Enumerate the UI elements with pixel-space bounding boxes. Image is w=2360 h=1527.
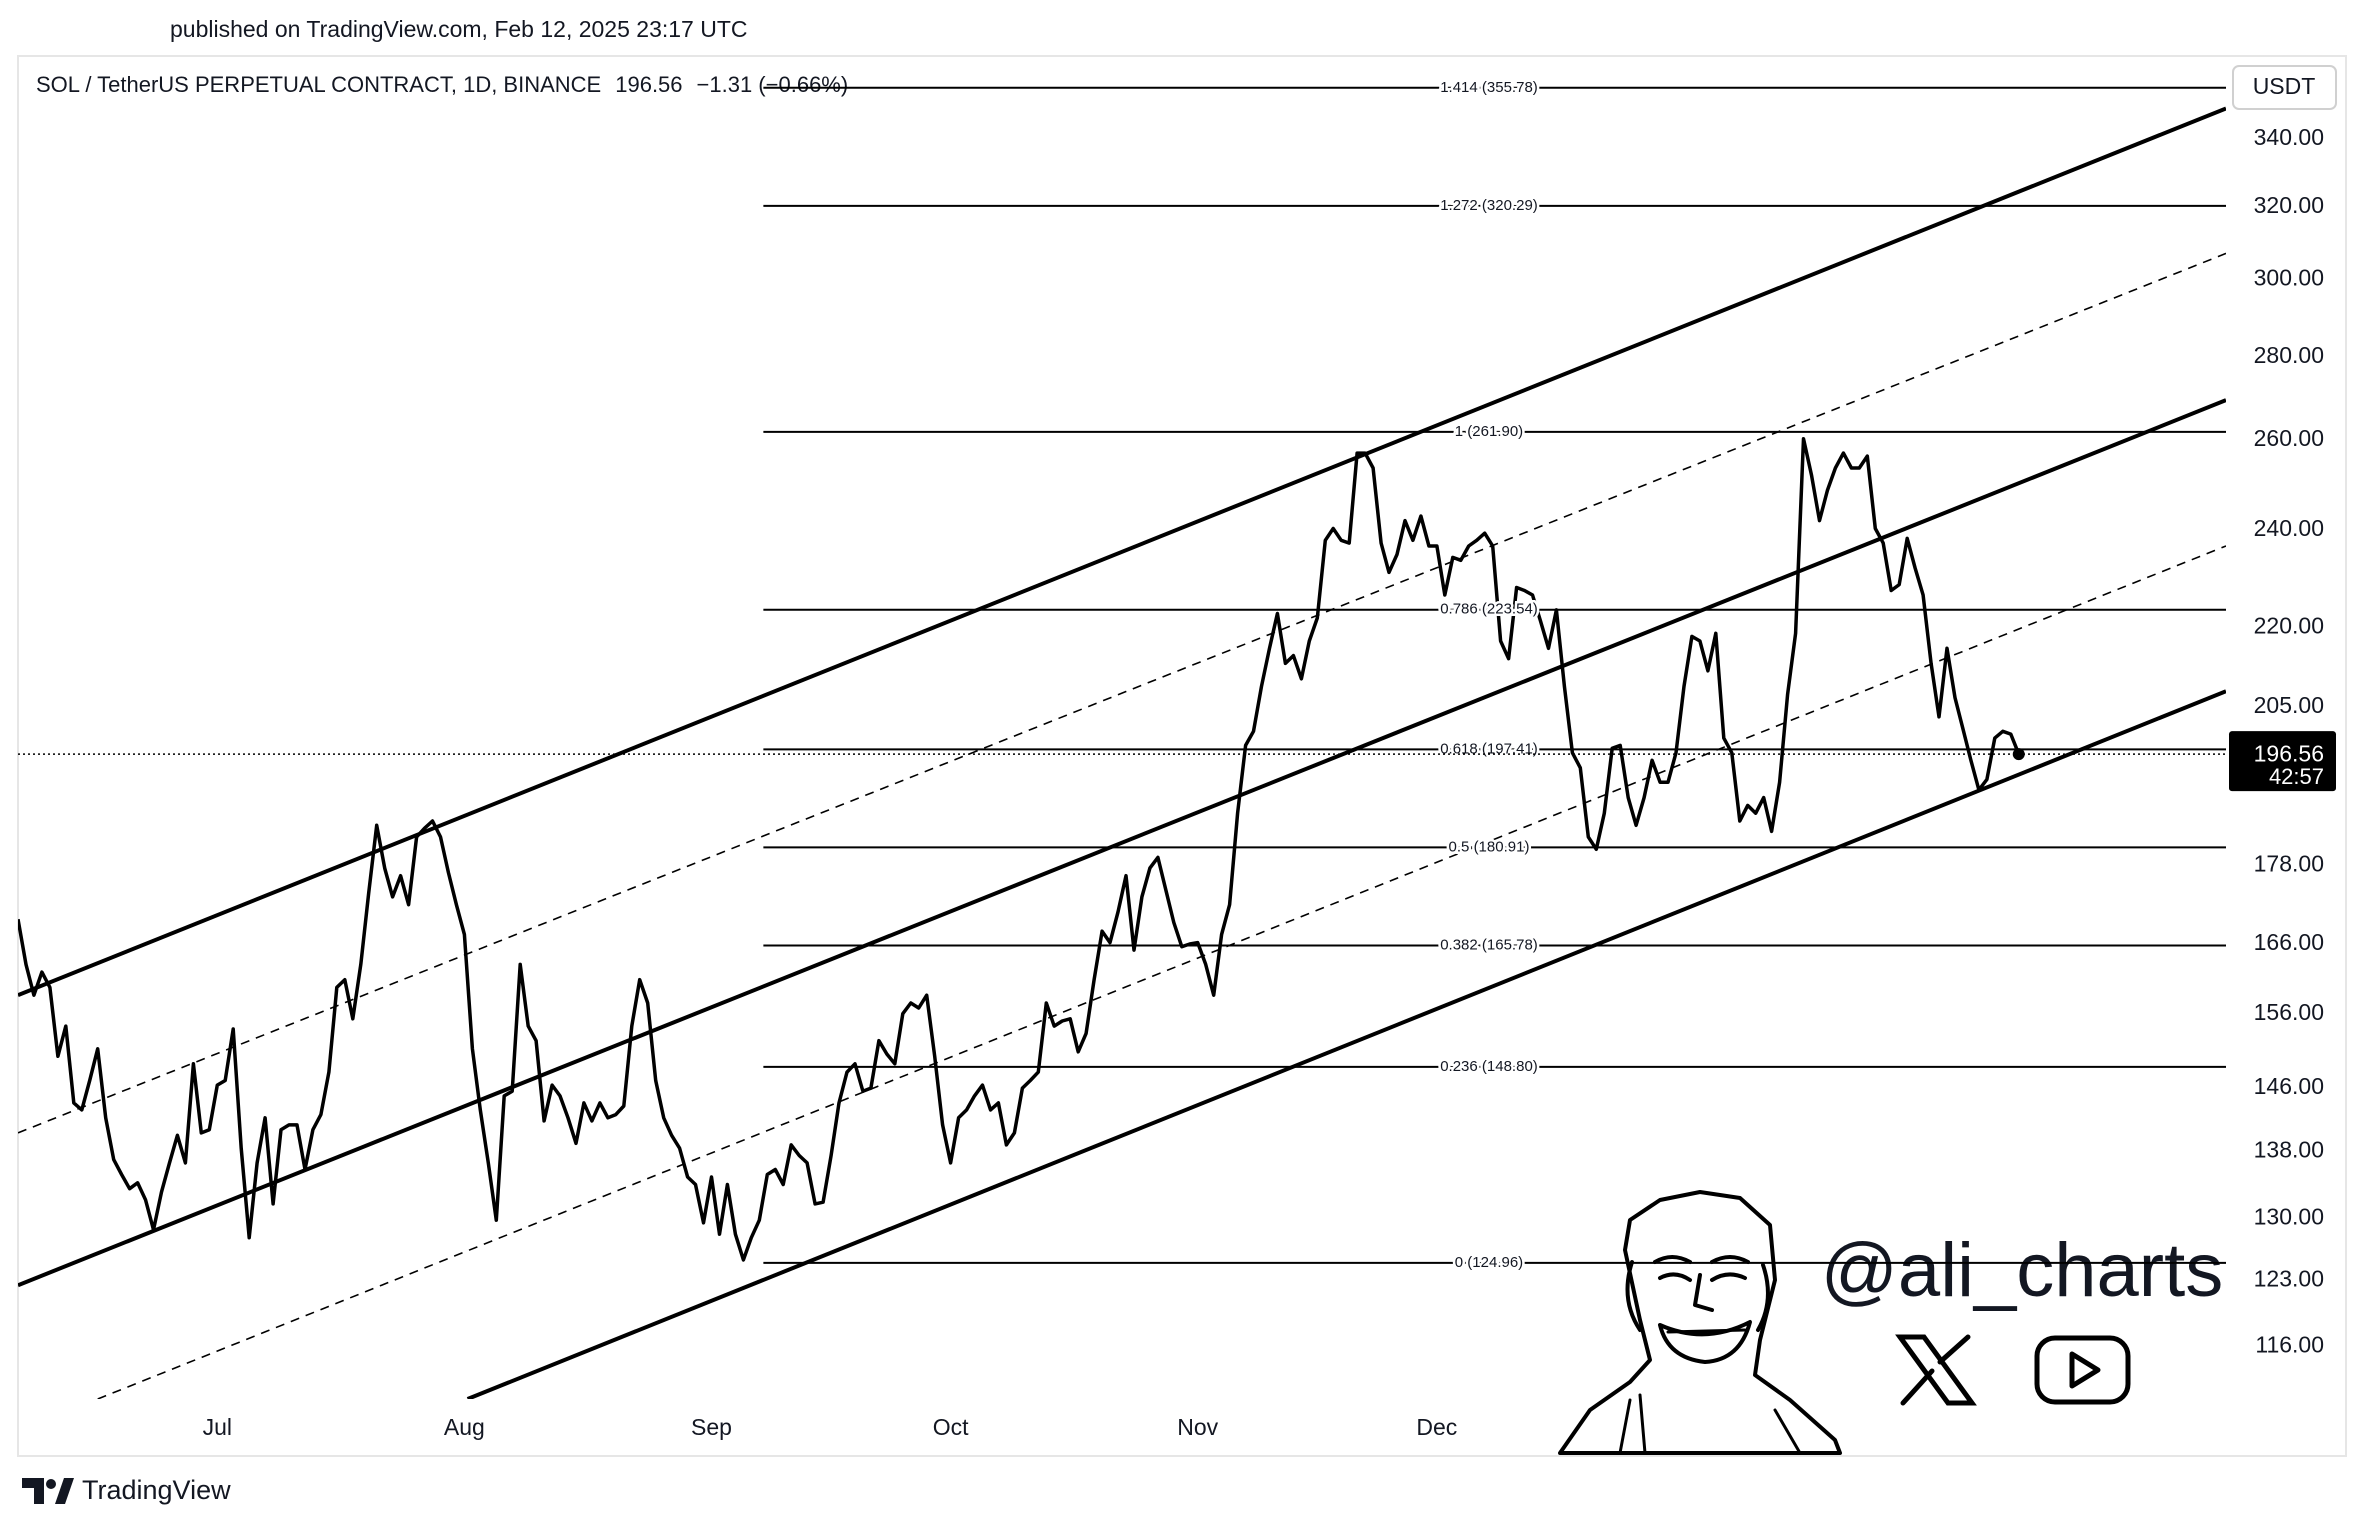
y-tick-label: 260.00 (2254, 425, 2324, 451)
published-note: published on TradingView.com, Feb 12, 20… (170, 16, 748, 42)
channel-line (18, 252, 2226, 1134)
y-tick-label: 280.00 (2254, 342, 2324, 368)
watermark-handle: @ali_charts (1821, 1228, 2223, 1313)
y-tick-label: 156.00 (2254, 999, 2324, 1025)
last-point (2012, 748, 2025, 761)
y-tick-label: 130.00 (2254, 1204, 2324, 1230)
price-box (2229, 731, 2336, 792)
youtube-logo (2034, 1335, 2131, 1405)
y-tick-label: 240.00 (2254, 515, 2324, 541)
x-tick-label: Dec (1416, 1414, 1457, 1440)
price-line (18, 436, 2021, 1262)
y-tick-label: 116.00 (2255, 1332, 2324, 1358)
y-tick-label: 138.00 (2254, 1137, 2324, 1163)
y-tick-label: 205.00 (2254, 692, 2324, 718)
fib-label: 1.272 (320.29) (1440, 197, 1538, 214)
y-tick-label: 220.00 (2254, 613, 2324, 639)
x-tick-label: Oct (933, 1414, 969, 1440)
header-price: 196.56 (615, 72, 682, 97)
x-logo (1895, 1334, 1977, 1406)
plot-area (18, 106, 2226, 1399)
x-tick-label: Sep (691, 1414, 732, 1440)
x-tick-label: Aug (444, 1414, 485, 1440)
x-tick-label: Jul (203, 1414, 232, 1440)
unit-box (2232, 65, 2337, 110)
channel-line (18, 106, 2226, 998)
fib-label: 1 (261.90) (1455, 423, 1523, 440)
fib-label: 0.382 (165.78) (1440, 936, 1538, 953)
chart-frame (17, 55, 2347, 1457)
tradingview-logo (22, 1478, 74, 1504)
fib-label: 0.786 (223.54) (1440, 601, 1538, 618)
footer-brand: TradingView (82, 1475, 231, 1505)
watermark-face (1558, 1190, 1842, 1455)
fib-label: 1.414 (355.78) (1440, 79, 1538, 96)
y-tick-label: 146.00 (2254, 1073, 2324, 1099)
fib-label: 0 (124.96) (1455, 1254, 1523, 1271)
chart-title: SOL / TetherUS PERPETUAL CONTRACT, 1D, B… (36, 72, 601, 97)
header-change: −1.31 (−0.66%) (697, 72, 849, 97)
y-tick-label: 123.00 (2254, 1266, 2324, 1292)
y-tick-label: 300.00 (2254, 264, 2324, 290)
y-tick-label: 320.00 (2254, 192, 2324, 218)
fib-label: 0.236 (148.80) (1440, 1058, 1538, 1075)
x-tick-label: Nov (1177, 1414, 1218, 1440)
y-tick-label: 340.00 (2254, 124, 2324, 150)
channel-line (18, 398, 2226, 1288)
price-box-countdown: 42:57 (2269, 764, 2324, 789)
y-unit: USDT (2253, 73, 2316, 99)
y-tick-label: 178.00 (2254, 851, 2324, 877)
price-box-value: 196.56 (2254, 740, 2324, 766)
fib-label: 0.5 (180.91) (1449, 838, 1530, 855)
y-tick-label: 166.00 (2254, 929, 2324, 955)
channel-line (466, 689, 2226, 1399)
channel-line (97, 545, 2226, 1399)
